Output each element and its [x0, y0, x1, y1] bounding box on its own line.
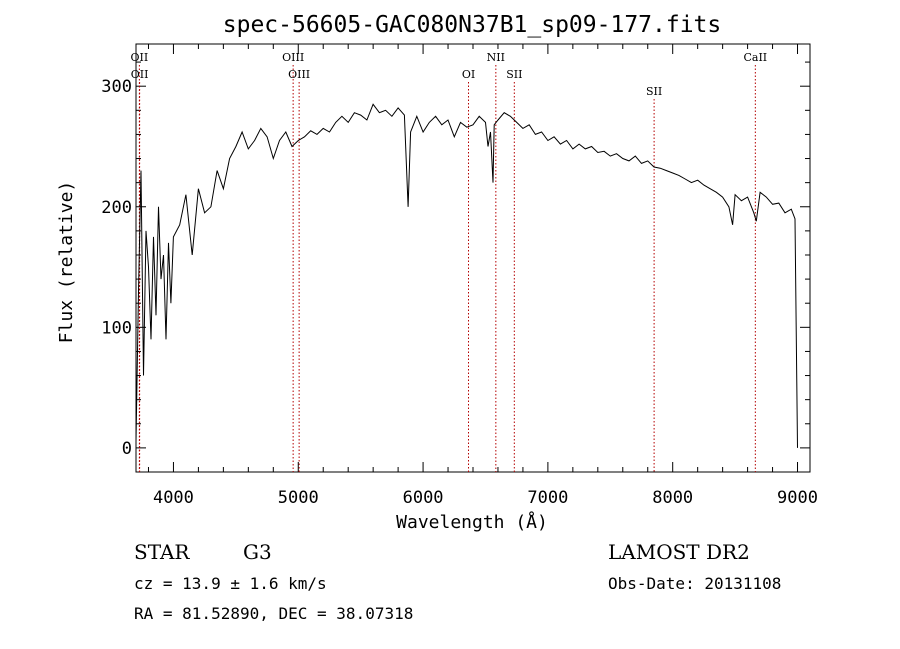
chart-title: spec-56605-GAC080N37B1_sp09-177.fits	[223, 12, 722, 38]
x-tick-label: 9000	[777, 488, 818, 508]
x-tick-label: 8000	[652, 488, 693, 508]
x-tick-label: 5000	[278, 488, 319, 508]
line-marker-label: OIII	[282, 51, 304, 64]
line-marker-label: OI	[462, 68, 475, 81]
line-marker-label: NII	[487, 51, 505, 64]
line-marker-label: OIII	[288, 68, 310, 81]
y-axis-ticks: 0 100 200 300	[101, 61, 810, 459]
x-tick-label: 7000	[527, 488, 568, 508]
plot-frame	[135, 43, 811, 473]
line-marker-label: SII	[646, 85, 662, 98]
ra-dec-coordinates: RA = 81.52890, DEC = 38.07318	[134, 604, 413, 623]
line-marker-label: CaII	[743, 51, 767, 64]
y-tick-label: 100	[101, 318, 132, 338]
x-axis-ticks: 4000 5000 6000 7000 8000 9000	[147, 44, 818, 508]
x-tick-label: 4000	[153, 488, 194, 508]
line-marker-label: OII	[131, 68, 149, 81]
line-marker-label: SII	[506, 68, 522, 81]
object-subclass: G3	[243, 540, 272, 564]
object-class: STAR	[134, 540, 190, 564]
spectrum-line	[135, 103, 798, 448]
x-axis-label: Wavelength (Å)	[396, 511, 548, 533]
line-marker-label: OII	[131, 51, 149, 64]
observation-date: Obs-Date: 20131108	[608, 574, 781, 593]
x-tick-label: 6000	[403, 488, 444, 508]
y-tick-label: 0	[122, 439, 132, 459]
y-axis-label: Flux (relative)	[56, 181, 77, 344]
y-tick-label: 300	[101, 77, 132, 97]
survey-name: LAMOST DR2	[608, 540, 750, 564]
y-tick-label: 200	[101, 198, 132, 218]
redshift-cz: cz = 13.9 ± 1.6 km/s	[134, 574, 327, 593]
